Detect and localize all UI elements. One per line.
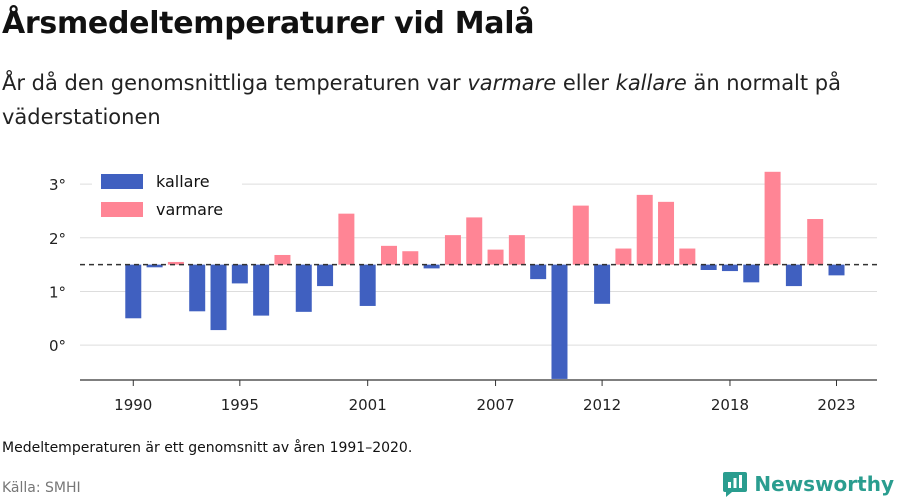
y-tick-label: 0° [49,337,66,355]
subtitle-cold-word: kallare [615,71,687,95]
newsworthy-logo-icon [723,472,748,497]
bar-1992 [167,261,184,265]
legend-label-kallare: kallare [156,172,210,191]
x-axis-ticks: 1990 1995 2001 2007 2012 2018 2023 [114,380,856,414]
x-tick-label: 2018 [711,396,749,414]
y-tick-label: 2° [49,230,66,248]
bar-2022 [807,219,824,265]
bar-2017 [700,264,717,270]
legend-label-varmare: varmare [156,200,223,219]
bar-2001 [359,264,376,306]
bar-2018 [721,264,738,272]
footnote: Medeltemperaturen är ett genomsnitt av å… [2,440,413,456]
legend-swatch-varmare [101,202,143,217]
x-tick-label: 2023 [817,396,855,414]
bar-1990 [125,264,142,319]
source-credit: Källa: SMHI [2,480,81,496]
bar-2007 [487,249,504,265]
subtitle-part2: eller [556,71,616,95]
bar-1991 [146,264,163,268]
bar-1995 [231,264,248,284]
bar-2019 [743,264,760,283]
bar-1993 [189,264,206,312]
bars [125,171,845,379]
bar-2008 [508,235,525,265]
bar-2013 [615,248,632,265]
x-tick-label: 1995 [221,396,259,414]
subtitle-part3: än normalt på väderstationen [2,71,841,129]
bar-2021 [785,264,802,287]
legend: kallare varmare [92,168,242,224]
bar-2012 [594,264,611,304]
y-tick-label: 1° [49,283,66,301]
x-tick-label: 1990 [114,396,152,414]
bar-1997 [274,254,291,265]
x-tick-label: 2007 [476,396,514,414]
bar-2006 [466,217,483,265]
bar-1999 [317,264,334,287]
bar-1998 [295,264,312,312]
bar-2020 [764,171,781,265]
subtitle-part1: År då den genomsnittliga temperaturen va… [2,71,468,95]
bar-1996 [253,264,270,316]
y-tick-label: 3° [49,176,66,194]
bar-2005 [444,235,461,265]
bar-2023 [828,264,845,276]
bar-2009 [530,264,547,280]
bar-2004 [423,264,440,269]
x-tick-label: 2012 [583,396,621,414]
bar-2014 [636,194,653,265]
x-tick-label: 2001 [349,396,387,414]
subtitle-warm-word: varmare [467,71,557,95]
chart-title: Årsmedeltemperaturer vid Malå [2,6,535,41]
bar-2002 [381,245,397,265]
bar-1994 [210,264,227,331]
brand-logo: Newsworthy [722,470,894,498]
bar-2011 [572,205,589,265]
bar-2000 [338,213,355,265]
bar-2010 [551,264,568,379]
bar-chart: 0° 1° 2° 3° 1990 1995 2001 2007 2012 2018 2023 ka… [49,168,877,414]
brand-name: Newsworthy [754,472,894,496]
bar-2003 [402,251,419,265]
bar-2015 [658,201,675,265]
y-axis-ticks: 0° 1° 2° 3° [49,176,66,355]
bar-2016 [679,248,696,265]
legend-swatch-kallare [101,174,143,189]
chart-subtitle: År då den genomsnittliga temperaturen va… [2,66,892,134]
